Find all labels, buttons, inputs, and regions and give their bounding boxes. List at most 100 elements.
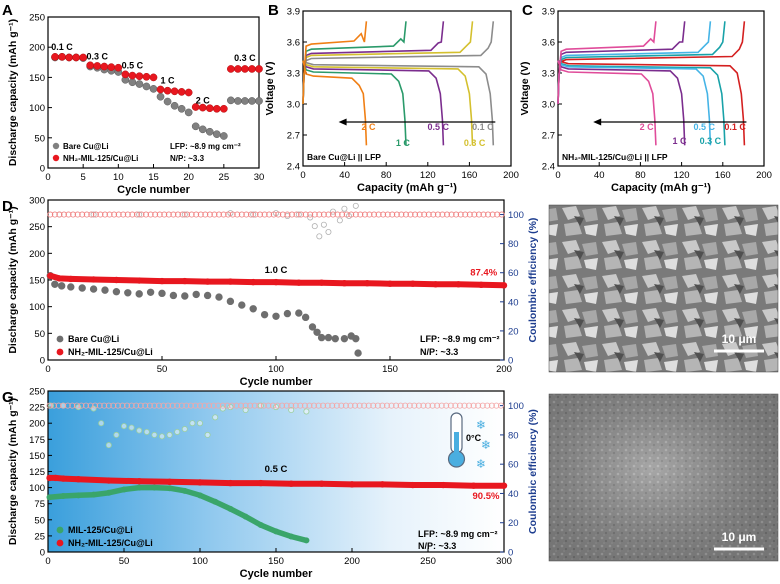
ce-point bbox=[143, 211, 150, 218]
ce-point bbox=[90, 211, 97, 218]
ce-point bbox=[165, 211, 172, 218]
x-tick-label: 5 bbox=[81, 172, 86, 183]
ce-point bbox=[284, 211, 291, 218]
x-tick-label: 40 bbox=[339, 170, 350, 181]
ce-point bbox=[97, 211, 104, 218]
legend-label: NH₂-MIL-125/Cu@Li bbox=[68, 347, 153, 357]
discharge-curve bbox=[302, 59, 495, 146]
ce-point bbox=[384, 211, 391, 218]
legend-marker bbox=[52, 154, 60, 162]
ce-point bbox=[374, 402, 381, 409]
data-point bbox=[58, 53, 66, 61]
ce-point bbox=[329, 208, 336, 215]
data-point bbox=[318, 480, 325, 487]
x-tick-label: 0 bbox=[555, 170, 560, 181]
data-point bbox=[170, 87, 179, 96]
panel-label-d: D bbox=[2, 198, 13, 215]
ce-point bbox=[375, 211, 382, 218]
legend-marker bbox=[56, 539, 64, 547]
ce-point bbox=[347, 402, 354, 409]
y-tick-label: 175 bbox=[29, 435, 45, 446]
x-axis-title: Cycle number bbox=[117, 184, 190, 196]
ce-point bbox=[430, 211, 437, 218]
y-tick-label: 50 bbox=[34, 133, 45, 144]
ce-point bbox=[484, 402, 491, 409]
ce-point bbox=[457, 211, 464, 218]
ce-point bbox=[361, 211, 368, 218]
y-tick-label: 0 bbox=[40, 548, 45, 559]
ce-point bbox=[288, 402, 295, 409]
ce-point bbox=[352, 402, 359, 409]
note-loading: LFP: ~8.9 mg cm⁻² bbox=[420, 334, 500, 344]
ce-point bbox=[429, 402, 436, 409]
note-np: N/P: ~3.3 bbox=[420, 347, 458, 357]
y-tick-label: 0 bbox=[40, 164, 45, 175]
y-tick-label: 25 bbox=[34, 531, 45, 542]
ce-point bbox=[137, 402, 144, 409]
data-point bbox=[163, 86, 172, 95]
data-point bbox=[86, 61, 95, 70]
data-point bbox=[204, 278, 211, 285]
ce-point bbox=[380, 211, 387, 218]
data-point bbox=[128, 71, 137, 80]
data-point bbox=[135, 72, 144, 81]
data-point bbox=[89, 285, 98, 293]
data-point bbox=[317, 333, 326, 342]
y-tick-label: 250 bbox=[29, 387, 45, 398]
data-point bbox=[177, 104, 186, 113]
ce-point bbox=[92, 211, 99, 218]
data-point bbox=[308, 323, 317, 331]
sem-image-f: 10 μm bbox=[548, 393, 779, 562]
data-point bbox=[136, 484, 143, 491]
y-tick-label: 3.9 bbox=[287, 7, 300, 18]
x-tick-label: 40 bbox=[594, 170, 605, 181]
ce-point bbox=[101, 402, 108, 409]
x-tick-label: 160 bbox=[461, 170, 477, 181]
ce-point bbox=[165, 402, 172, 409]
cell-label: Bare Cu@Li || LFP bbox=[307, 152, 381, 162]
ce-point bbox=[189, 420, 196, 427]
data-point bbox=[191, 122, 200, 131]
y-axis-title: Discharge capacity (mAh g⁻¹) bbox=[7, 19, 19, 166]
ce-point bbox=[229, 211, 236, 218]
ce-point bbox=[73, 402, 80, 409]
rate-label: 1 C bbox=[396, 138, 411, 148]
data-point bbox=[128, 78, 137, 87]
ce-point bbox=[115, 211, 122, 218]
panel-a-rate-chart: 0 5 10 15 20 25 30 0 50 100 150 200 250 Cycle number D… bbox=[7, 13, 264, 197]
y-tick-label: 75 bbox=[34, 499, 45, 510]
data-point bbox=[205, 104, 214, 113]
y-tick-label: 3.6 bbox=[287, 38, 300, 49]
data-point bbox=[90, 276, 97, 283]
rate-label: 0.1 C bbox=[51, 42, 73, 52]
ce-point bbox=[329, 211, 336, 218]
data-point bbox=[215, 293, 223, 301]
charge-curve bbox=[557, 21, 726, 105]
data-point bbox=[121, 70, 130, 79]
ce-point bbox=[210, 402, 217, 409]
ce-point bbox=[356, 402, 363, 409]
ce-point bbox=[494, 211, 501, 218]
discharge-curve bbox=[557, 60, 686, 146]
data-point bbox=[295, 309, 303, 317]
ce-point bbox=[98, 420, 105, 427]
ce-point bbox=[453, 211, 460, 218]
ce-point bbox=[212, 414, 219, 421]
data-point bbox=[60, 492, 67, 499]
ce-point bbox=[204, 431, 211, 438]
thermometer-fill bbox=[454, 432, 459, 456]
cold-background bbox=[48, 391, 504, 552]
data-point bbox=[184, 88, 193, 97]
legend-label: NH₂-MIL-125/Cu@Li bbox=[63, 154, 138, 163]
x-tick-label: 15 bbox=[148, 172, 159, 183]
data-point bbox=[90, 491, 97, 498]
data-point bbox=[386, 280, 394, 287]
ce-point bbox=[48, 402, 55, 409]
ce-point bbox=[336, 217, 343, 224]
rate-label: 1.0 C bbox=[265, 265, 288, 276]
x-tick-label: 100 bbox=[268, 364, 284, 375]
ce-point bbox=[315, 402, 322, 409]
y2-axis-title: Coulombic efficiency (%) bbox=[527, 409, 539, 534]
rate-label: 1 C bbox=[161, 75, 176, 85]
ce-point bbox=[206, 402, 213, 409]
